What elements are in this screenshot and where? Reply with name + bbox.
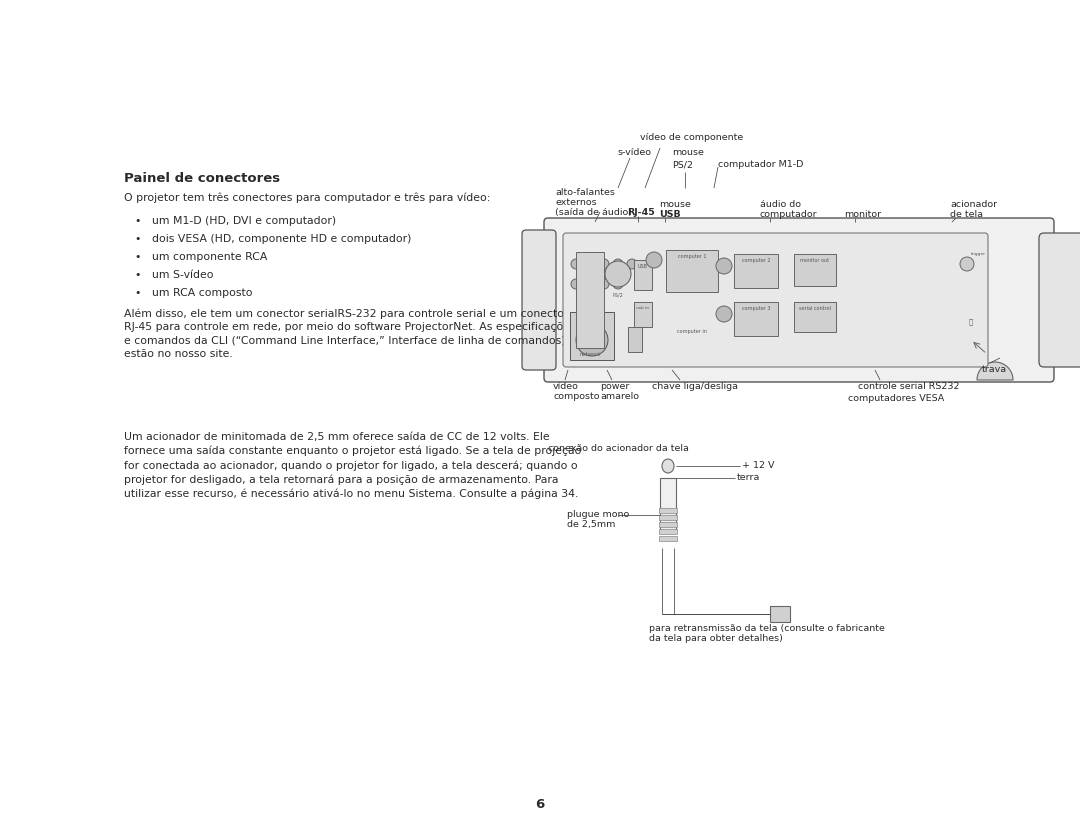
Circle shape: [960, 257, 974, 271]
Text: um componente RCA: um componente RCA: [152, 252, 268, 262]
Bar: [659, 522, 677, 527]
Text: para retransmissão da tela (consulte o fabricante: para retransmissão da tela (consulte o f…: [649, 624, 885, 633]
Text: conexão do acionador da tela: conexão do acionador da tela: [548, 444, 689, 453]
FancyBboxPatch shape: [1039, 233, 1080, 367]
Text: computador: computador: [760, 210, 818, 219]
Text: power: power: [600, 382, 630, 391]
Text: de 2,5mm: de 2,5mm: [567, 520, 616, 529]
Text: USB: USB: [659, 210, 680, 219]
Circle shape: [716, 258, 732, 274]
Text: amarelo: amarelo: [600, 392, 639, 401]
Text: (saída de áudio): (saída de áudio): [555, 208, 632, 217]
Bar: [770, 606, 789, 622]
Text: áudio do: áudio do: [760, 200, 801, 209]
Text: um RCA composto: um RCA composto: [152, 288, 253, 298]
Text: alto-falantes: alto-falantes: [555, 188, 615, 197]
Text: •: •: [134, 252, 140, 262]
Circle shape: [599, 279, 609, 289]
Text: monitor out: monitor out: [800, 258, 829, 263]
Circle shape: [585, 259, 595, 269]
Text: computer in: computer in: [677, 329, 707, 334]
Text: dois VESA (HD, componente HD e computador): dois VESA (HD, componente HD e computado…: [152, 234, 411, 244]
Text: externos: externos: [555, 198, 596, 207]
Bar: [570, 312, 615, 360]
Bar: [734, 254, 778, 288]
FancyBboxPatch shape: [563, 233, 988, 367]
Ellipse shape: [662, 459, 674, 473]
Text: O projetor tem três conectores para computador e três para vídeo:: O projetor tem três conectores para comp…: [124, 192, 490, 203]
Text: acionador: acionador: [950, 200, 997, 209]
Bar: [634, 260, 652, 290]
Circle shape: [585, 279, 595, 289]
Text: controle serial RS232: controle serial RS232: [858, 382, 959, 391]
Text: USB: USB: [638, 264, 648, 269]
Text: trava: trava: [982, 365, 1008, 374]
Bar: [666, 250, 718, 292]
Text: + 12 V: + 12 V: [742, 461, 774, 470]
Text: computer 3: computer 3: [742, 306, 770, 311]
Circle shape: [576, 324, 608, 356]
Text: vídeo: vídeo: [553, 382, 579, 391]
Text: network: network: [579, 352, 600, 357]
Text: de tela: de tela: [950, 210, 983, 219]
Text: s-vídeo: s-vídeo: [617, 148, 651, 157]
Text: mouse: mouse: [672, 148, 704, 157]
Text: PS/2: PS/2: [672, 160, 693, 169]
Text: •: •: [134, 288, 140, 298]
Text: composto: composto: [553, 392, 599, 401]
Text: computer 1: computer 1: [678, 254, 706, 259]
Text: RJ-45: RJ-45: [627, 208, 654, 217]
Bar: [659, 529, 677, 534]
Text: PS/2: PS/2: [612, 292, 623, 297]
Circle shape: [571, 279, 581, 289]
Circle shape: [613, 279, 623, 289]
Text: computer 2: computer 2: [742, 258, 770, 263]
Text: ⚿: ⚿: [969, 319, 973, 325]
Text: computador M1-D: computador M1-D: [718, 160, 804, 169]
Circle shape: [605, 261, 631, 287]
Bar: [659, 508, 677, 513]
Circle shape: [646, 252, 662, 268]
Text: mouse: mouse: [659, 200, 691, 209]
Text: terra: terra: [737, 473, 760, 482]
Circle shape: [627, 259, 637, 269]
Text: Um acionador de minitomada de 2,5 mm oferece saída de CC de 12 volts. Ele
fornec: Um acionador de minitomada de 2,5 mm ofe…: [124, 432, 581, 500]
Text: trigger: trigger: [971, 252, 986, 256]
FancyBboxPatch shape: [522, 230, 556, 370]
Circle shape: [571, 259, 581, 269]
Text: Painel de conectores: Painel de conectores: [124, 172, 280, 185]
Circle shape: [716, 306, 732, 322]
Bar: [794, 254, 836, 286]
Bar: [627, 327, 642, 352]
Bar: [794, 302, 836, 332]
Text: •: •: [134, 234, 140, 244]
Text: 6: 6: [536, 798, 544, 811]
Text: vídeo de componente: vídeo de componente: [640, 133, 743, 142]
Bar: [734, 302, 778, 336]
Bar: [660, 478, 676, 530]
Bar: [576, 252, 604, 348]
Bar: [659, 536, 677, 541]
Text: serial control: serial control: [799, 306, 831, 311]
Text: chave liga/desliga: chave liga/desliga: [652, 382, 738, 391]
Wedge shape: [977, 362, 1013, 380]
Circle shape: [599, 259, 609, 269]
Bar: [634, 302, 652, 327]
Text: computadores VESA: computadores VESA: [848, 394, 944, 403]
Text: monitor: monitor: [843, 210, 881, 219]
Text: •: •: [134, 216, 140, 226]
Text: da tela para obter detalhes): da tela para obter detalhes): [649, 634, 783, 643]
Text: plugue mono: plugue mono: [567, 510, 630, 519]
Circle shape: [613, 259, 623, 269]
Text: um M1-D (HD, DVI e computador): um M1-D (HD, DVI e computador): [152, 216, 336, 226]
Text: •: •: [134, 270, 140, 280]
Text: um S-vídeo: um S-vídeo: [152, 270, 214, 280]
Text: Além disso, ele tem um conector serialRS-232 para controle serial e um conector
: Além disso, ele tem um conector serialRS…: [124, 308, 576, 359]
FancyBboxPatch shape: [544, 218, 1054, 382]
Text: usb in: usb in: [636, 306, 649, 310]
Bar: [659, 515, 677, 520]
